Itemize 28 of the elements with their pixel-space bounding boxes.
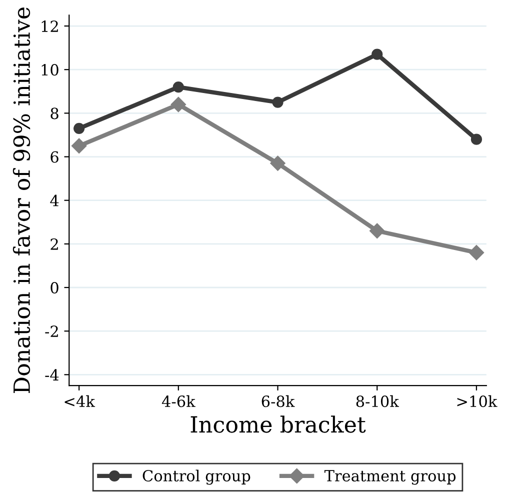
x-tick-label: <4k bbox=[64, 395, 96, 407]
point bbox=[468, 245, 484, 260]
point bbox=[372, 48, 383, 60]
point bbox=[272, 96, 284, 108]
y-tick-label: 12 bbox=[42, 20, 58, 32]
y-tick-label: 2 bbox=[50, 238, 58, 250]
point bbox=[71, 138, 87, 154]
legend-label: Treatment group bbox=[324, 470, 456, 485]
y-tick-label: -4 bbox=[45, 369, 59, 380]
point bbox=[74, 122, 85, 134]
y-tick-label: 4 bbox=[50, 194, 59, 206]
point bbox=[270, 156, 286, 171]
y-tick-label: 10 bbox=[42, 64, 58, 76]
y-axis-title: Donation in favor of 99% initiative bbox=[12, 8, 30, 394]
legend-label: Control group bbox=[142, 470, 250, 485]
y-tick-label: 6 bbox=[50, 151, 58, 163]
y-tick-label: 8 bbox=[50, 108, 58, 120]
x-axis-title: Income bracket bbox=[190, 416, 366, 433]
x-tick-label: 8-10k bbox=[356, 395, 400, 408]
point bbox=[172, 81, 184, 93]
x-tick-label: >10k bbox=[457, 395, 498, 408]
point bbox=[370, 223, 385, 238]
x-tick-label: 6-8k bbox=[262, 395, 295, 408]
y-tick-label: 0 bbox=[50, 282, 58, 294]
point bbox=[170, 96, 186, 112]
y-tick-label: -2 bbox=[45, 326, 58, 337]
x-tick-label: 4-6k bbox=[162, 395, 196, 408]
point bbox=[470, 134, 482, 145]
